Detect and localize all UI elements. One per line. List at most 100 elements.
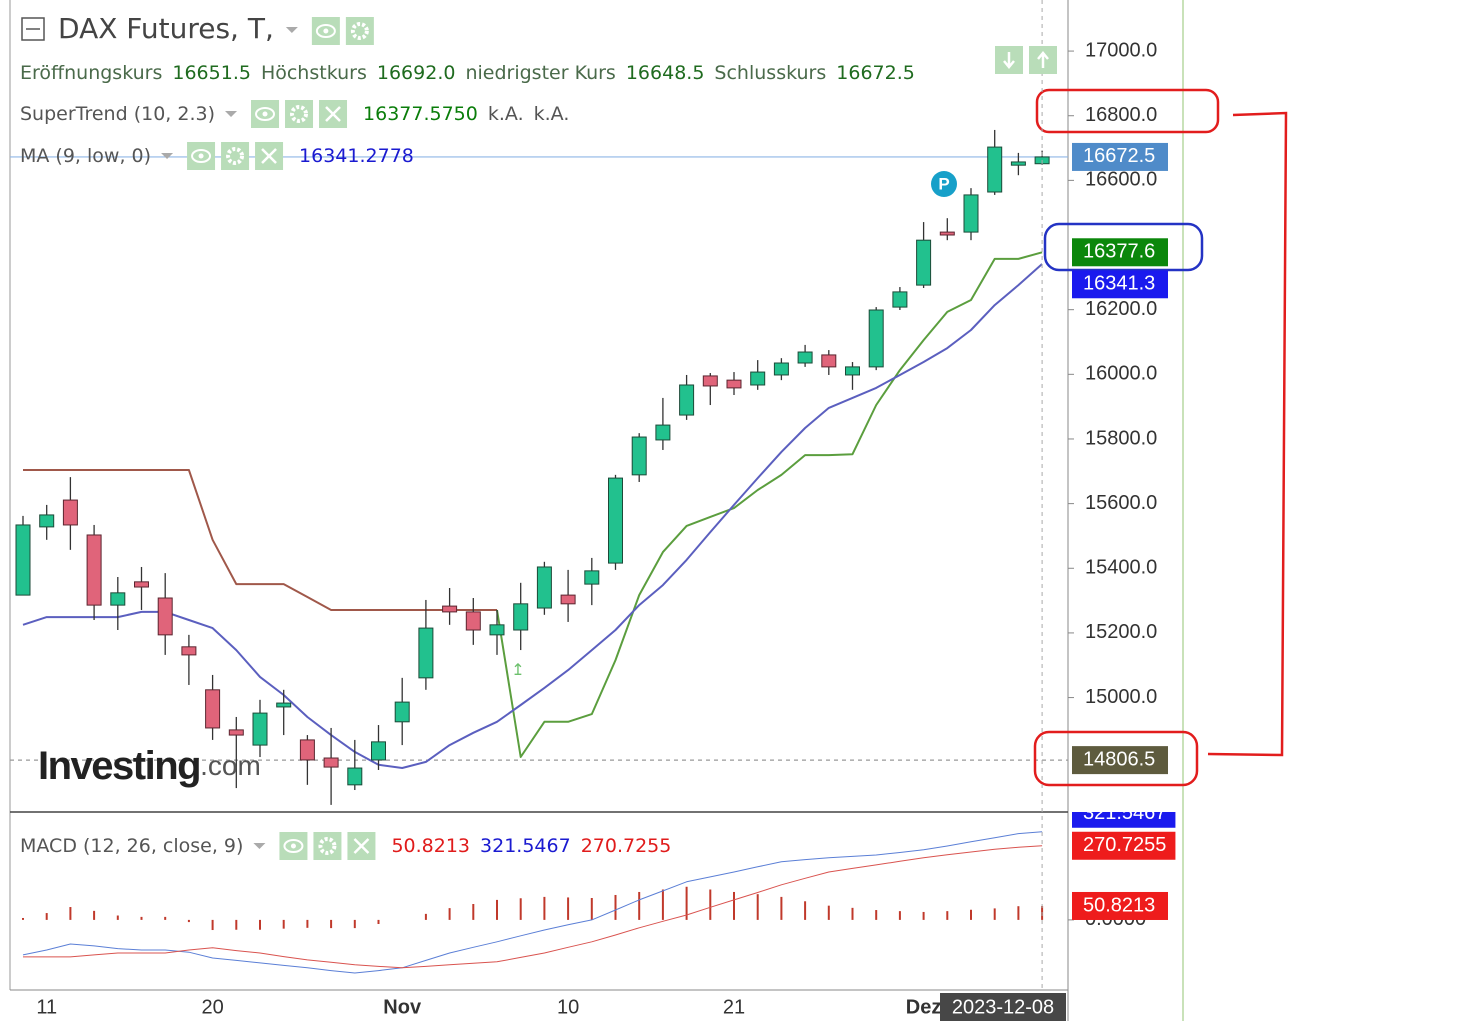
candle-body [134, 581, 149, 588]
eye-icon [255, 107, 276, 121]
value-tag [1072, 831, 1176, 860]
indicator-button[interactable] [221, 142, 250, 170]
range-bracket [1207, 111, 1288, 757]
candle-body [371, 741, 386, 761]
y-tick-label: 15000.0 [1085, 686, 1157, 708]
candle-body [845, 366, 860, 376]
value-tag-label: 50.8213 [1083, 894, 1155, 916]
collapse-button[interactable] [21, 17, 45, 41]
y-tick-label: 16800.0 [1085, 104, 1157, 126]
chart-title-part: DAX Futures, T, [58, 12, 274, 45]
value-tag [1072, 270, 1168, 299]
indicator-name-part: MACD (12, 26, close, 9) [20, 835, 243, 857]
eye-icon [198, 153, 204, 159]
value-tag [1072, 238, 1168, 267]
candle-body [86, 534, 102, 606]
value-tag-label: 14806.5 [1083, 748, 1155, 770]
indicator-values-part: k.A. [488, 103, 524, 125]
candle-body [987, 146, 1003, 193]
candle-body [631, 436, 647, 476]
candle-body [418, 627, 434, 679]
candle-body [1010, 161, 1026, 166]
x-tick-label: 11 [36, 996, 57, 1018]
indicator-button[interactable] [285, 100, 314, 128]
close-icon [261, 148, 277, 164]
indicator-values-part: 50.8213 [391, 835, 470, 857]
dropdown-arrow[interactable] [225, 111, 238, 117]
indicator-name: SuperTrend (10, 2.3) [20, 103, 215, 125]
eye-icon [283, 839, 304, 853]
gear-icon [318, 837, 337, 855]
eye-icon [191, 149, 212, 163]
watermark-suffix: .com [200, 750, 261, 781]
gear-icon [226, 147, 245, 165]
indicator-values-part: 321.5467 [480, 835, 571, 857]
candle-body [821, 354, 837, 368]
candle-body [608, 477, 623, 564]
ohlc-legend-part: Schlusskurs [714, 62, 826, 84]
dropdown-arrow[interactable] [161, 153, 174, 159]
candle-body [228, 729, 244, 736]
y-tick-label: 16200.0 [1085, 298, 1157, 320]
value-tag [1072, 746, 1168, 775]
ohlc-legend-part: Eröffnungskurs [20, 62, 162, 84]
candle-body [465, 611, 481, 631]
highlight-oval [1033, 730, 1199, 787]
macd-line [22, 831, 1043, 974]
x-tick-label: Nov [383, 996, 422, 1018]
value-tag [1072, 891, 1168, 920]
dropdown-arrow[interactable] [285, 27, 298, 33]
indicator-line [22, 263, 1043, 769]
x-tick-label: Dez [906, 996, 942, 1018]
value-tag [1072, 142, 1168, 171]
y-tick-label: 15600.0 [1085, 492, 1157, 514]
dropdown-arrow[interactable] [253, 843, 266, 849]
candle-body [252, 712, 268, 746]
candle-body [536, 566, 552, 609]
indicator-values-part: 270.7255 [581, 835, 672, 857]
x-tick-label: 10 [557, 996, 579, 1018]
candle-body [892, 291, 908, 308]
candle-body [110, 592, 126, 606]
value-tag-label: 16672.5 [1083, 145, 1155, 167]
indicator-values: 16341.2778 [299, 145, 414, 167]
indicator-line [23, 469, 497, 611]
candle-body [513, 603, 529, 631]
y-tick-label: 15800.0 [1085, 427, 1157, 449]
ohlc-legend-part: 16651.5 [172, 62, 251, 84]
gear-icon [290, 105, 309, 123]
price-pane [10, 129, 1068, 805]
candle-body [442, 605, 458, 613]
chart-title: DAX Futures, T, [58, 12, 274, 45]
candle-body [726, 379, 742, 389]
y-tick-label: 15200.0 [1085, 621, 1157, 643]
candle-body [868, 309, 884, 368]
ohlc-legend-part: 16648.5 [626, 62, 705, 84]
value-tag-label: 16341.3 [1083, 273, 1155, 295]
gear-icon [350, 22, 369, 40]
watermark-brand: Investing [38, 744, 200, 788]
value-tag-label: 321.5467 [1083, 802, 1166, 824]
candle-body [39, 514, 55, 528]
date-label-bg [940, 993, 1066, 1021]
indicator-button[interactable] [313, 832, 342, 860]
arrow-icon [1037, 51, 1049, 68]
candle-body [797, 351, 813, 364]
y-tick-label: 15400.0 [1085, 557, 1157, 579]
macd-pane [22, 831, 1044, 974]
candle-body [15, 524, 31, 596]
eye-icon [262, 111, 268, 117]
ohlc-legend-part: Höchstkurs [261, 62, 367, 84]
candle-body [205, 689, 221, 729]
x-tick-label: 20 [201, 996, 223, 1018]
value-tag-label: 270.7255 [1083, 834, 1166, 856]
candle-body [655, 424, 671, 441]
y-tick-label: 16600.0 [1085, 169, 1157, 191]
signal-arrow: ↥ [511, 662, 524, 679]
close-icon [353, 838, 370, 854]
value-tag-label: 16377.6 [1083, 241, 1155, 263]
title-button[interactable] [345, 17, 374, 45]
